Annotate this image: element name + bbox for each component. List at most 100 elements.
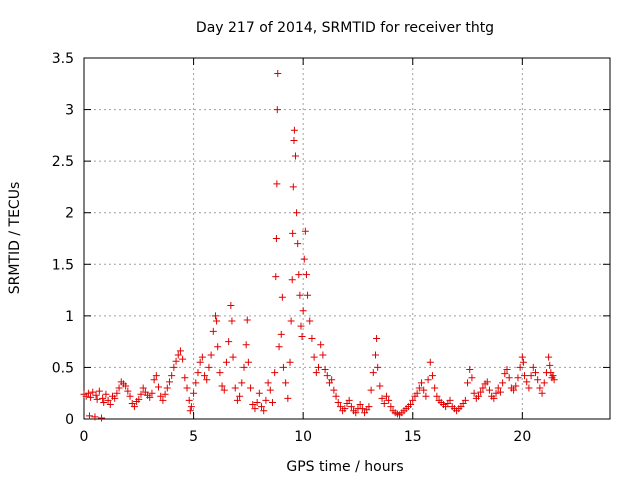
data-point <box>258 403 266 411</box>
data-point <box>336 403 344 411</box>
data-point <box>209 327 217 335</box>
data-point <box>150 376 158 384</box>
data-point <box>196 358 204 366</box>
data-point <box>371 351 379 359</box>
data-point <box>236 392 244 400</box>
data-point <box>407 401 415 409</box>
data-point <box>431 384 439 392</box>
data-point <box>356 401 364 409</box>
x-tick-label: 20 <box>513 429 531 445</box>
data-point <box>213 317 221 325</box>
data-point <box>315 363 323 371</box>
data-point <box>100 398 108 406</box>
data-point <box>413 389 421 397</box>
data-point <box>284 394 292 402</box>
data-point <box>190 389 198 397</box>
data-point <box>192 379 200 387</box>
data-point <box>268 398 276 406</box>
data-point <box>271 369 279 377</box>
data-point <box>290 137 298 145</box>
y-tick-label: 3.5 <box>52 51 74 67</box>
data-point <box>297 322 305 330</box>
data-point <box>529 363 537 371</box>
data-point <box>122 382 130 390</box>
data-point <box>225 338 233 346</box>
data-point <box>288 276 296 284</box>
data-point <box>130 403 138 411</box>
data-point <box>179 355 187 363</box>
data-point <box>111 394 119 402</box>
data-point <box>289 229 297 237</box>
data-point <box>137 390 145 398</box>
data-point <box>289 183 297 191</box>
data-point <box>228 317 236 325</box>
data-point <box>424 376 432 384</box>
data-point <box>243 316 251 324</box>
data-point <box>287 317 295 325</box>
data-point <box>317 341 325 349</box>
data-point <box>238 379 246 387</box>
data-point <box>300 255 308 263</box>
data-point <box>172 357 180 365</box>
x-tick-label: 5 <box>189 429 198 445</box>
data-point <box>89 388 97 396</box>
data-point <box>501 370 509 378</box>
data-point <box>494 384 502 392</box>
data-point <box>214 343 222 351</box>
data-point <box>274 69 282 77</box>
x-tick-label: 0 <box>80 429 89 445</box>
data-point <box>510 386 518 394</box>
data-point <box>352 409 360 417</box>
data-point <box>148 389 156 397</box>
data-point <box>479 384 487 392</box>
data-point <box>514 374 522 382</box>
data-point <box>347 403 355 411</box>
data-point <box>286 358 294 366</box>
y-tick-label: 1.5 <box>52 257 74 273</box>
data-point <box>295 271 303 279</box>
data-point <box>549 372 557 380</box>
data-point <box>222 358 230 366</box>
data-point <box>299 307 307 315</box>
data-point <box>279 363 287 371</box>
x-axis-title: GPS time / hours <box>286 459 403 475</box>
data-point <box>187 403 195 411</box>
data-point <box>365 403 373 411</box>
data-point <box>321 365 329 373</box>
data-point <box>240 363 248 371</box>
data-point <box>536 384 544 392</box>
data-point <box>323 372 331 380</box>
data-point <box>247 384 255 392</box>
data-point <box>264 379 272 387</box>
data-point <box>115 384 123 392</box>
data-point <box>334 398 342 406</box>
data-point <box>477 388 485 396</box>
data-point <box>161 390 169 398</box>
data-point <box>330 386 338 394</box>
data-point <box>139 384 147 392</box>
data-point <box>358 405 366 413</box>
data-point <box>183 384 191 392</box>
data-point <box>290 126 298 134</box>
data-point <box>273 106 281 114</box>
data-point <box>512 382 520 390</box>
data-point <box>159 396 167 404</box>
y-tick-label: 2.5 <box>52 154 74 170</box>
data-point <box>99 394 107 402</box>
data-point <box>198 353 206 361</box>
data-point <box>296 291 304 299</box>
data-point <box>306 317 314 325</box>
y-tick-label: 3 <box>65 103 74 119</box>
data-point <box>291 152 299 160</box>
data-point <box>518 353 526 361</box>
data-point <box>135 395 143 403</box>
data-point <box>521 372 529 380</box>
y-axis-title: SRMTID / TECUs <box>7 182 23 295</box>
data-point <box>93 395 101 403</box>
data-point <box>490 394 498 402</box>
data-point <box>464 379 472 387</box>
data-point <box>550 376 558 384</box>
data-point <box>106 401 114 409</box>
data-point <box>426 358 434 366</box>
data-point <box>294 240 302 248</box>
